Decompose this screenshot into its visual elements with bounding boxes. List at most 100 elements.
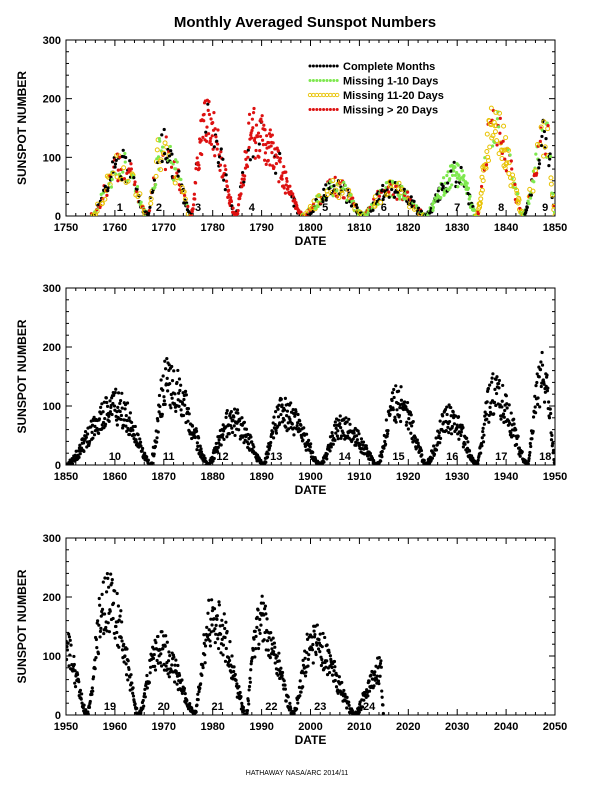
data-point [453,173,458,177]
data-point [106,186,110,190]
data-point [196,161,200,165]
data-point [219,632,223,636]
data-point [194,429,199,433]
data-point [535,380,539,385]
data-point [333,420,337,424]
data-point [552,213,555,216]
legend-marker [328,79,332,82]
data-point [501,139,505,143]
data-point [263,128,267,132]
data-point [282,408,287,412]
chart-panels: 1750 1760 1770 1780 1790 1800 1810 1820 1830 1840… [15,35,567,747]
data-point [314,641,319,645]
data-point [397,389,401,393]
data-point [465,450,469,454]
data-point [90,686,94,690]
data-point [272,415,276,419]
data-point [332,669,336,673]
data-point [163,367,168,371]
data-point [213,154,217,158]
data-point [553,463,555,465]
data-point [438,441,442,445]
data-point [159,652,163,656]
cycle-label: 13 [270,451,282,463]
data-point [177,673,182,677]
data-point [383,442,388,446]
data-point [266,452,270,456]
data-point [403,400,407,404]
data-point [179,177,183,182]
data-point [253,629,257,633]
data-point [379,665,383,669]
data-point [451,410,455,414]
data-point [105,572,110,576]
data-point [187,412,191,416]
x-tick-label: 1780 [200,222,224,234]
legend-marker [335,64,339,68]
data-point [548,154,553,159]
data-point [540,363,545,367]
data-point [121,170,125,174]
data-point [212,145,216,149]
data-point [194,710,198,714]
data-point [537,166,541,170]
x-tick-label: 2030 [445,721,469,733]
x-tick-label: 1760 [103,222,127,234]
data-point [156,430,160,434]
x-tick-label: 1870 [152,471,176,483]
data-point [242,420,247,424]
data-point [332,184,336,188]
legend-label: Missing 1-10 Days [343,76,438,88]
data-point [534,384,538,388]
data-point [186,419,190,423]
data-point [497,381,501,386]
data-point [234,678,238,682]
data-point [238,437,242,441]
data-point [295,423,299,428]
data-point [459,182,464,186]
data-point [183,691,187,696]
data-point [182,196,188,202]
y-tick-label: 300 [43,533,61,545]
data-point [287,427,291,431]
data-point [223,164,227,168]
x-tick-label: 1750 [54,222,78,234]
data-point [204,638,208,642]
data-point [244,150,248,154]
data-point [380,455,384,459]
data-point [147,681,151,685]
data-point [96,427,100,432]
data-point [105,193,109,197]
data-point [215,147,219,151]
data-point [283,683,287,687]
data-point [186,204,190,209]
data-point [508,421,512,425]
data-point [118,614,122,618]
data-point [480,178,486,184]
data-point [108,410,113,414]
data-point [503,157,507,161]
data-point [223,659,228,663]
data-point [398,197,402,201]
data-point [120,178,124,182]
data-point [229,416,233,420]
data-point [67,635,72,639]
data-point [351,199,356,203]
legend-marker [308,64,312,68]
data-point [190,209,194,214]
data-point [176,174,180,178]
data-point [277,403,281,407]
data-point [479,187,485,193]
x-tick-label: 1940 [494,471,518,483]
data-point [539,384,543,389]
data-point [317,193,321,198]
data-point [97,417,102,421]
legend-marker [315,64,319,68]
data-point [500,405,504,409]
data-point [182,201,186,205]
data-point [152,178,157,182]
data-point [202,633,206,637]
data-point [173,680,177,684]
data-point [328,654,332,658]
data-point [196,692,200,696]
